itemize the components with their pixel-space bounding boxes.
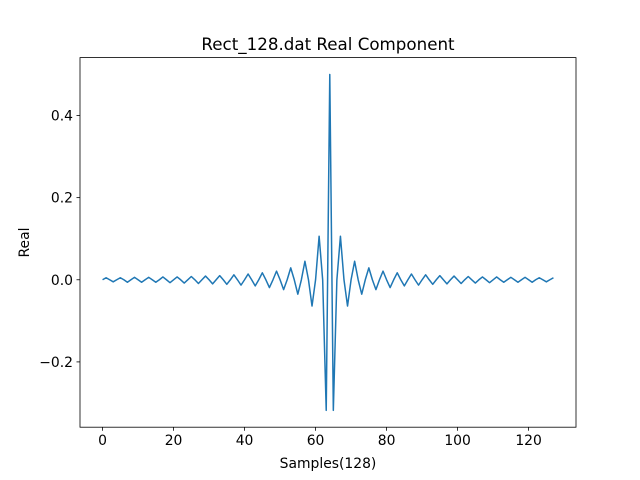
x-tick-label: 100 bbox=[444, 433, 471, 449]
y-axis-label: Real bbox=[17, 228, 33, 258]
x-tick-label: 20 bbox=[165, 433, 183, 449]
y-tick-label: 0.0 bbox=[51, 273, 73, 289]
x-tick-label: 40 bbox=[236, 433, 254, 449]
y-tick-label: 0.4 bbox=[51, 109, 73, 125]
y-tick-label: 0.2 bbox=[51, 191, 73, 207]
data-line bbox=[102, 73, 554, 412]
axes-frame bbox=[79, 57, 577, 428]
x-axis-label: Samples(128) bbox=[280, 456, 377, 472]
chart-title: Rect_128.dat Real Component bbox=[201, 34, 455, 55]
x-tick-label: 80 bbox=[378, 433, 396, 449]
y-tick-label: −0.2 bbox=[39, 355, 73, 371]
x-tick-label: 120 bbox=[515, 433, 542, 449]
x-tick-label: 0 bbox=[98, 433, 107, 449]
x-tick-label: 60 bbox=[307, 433, 325, 449]
